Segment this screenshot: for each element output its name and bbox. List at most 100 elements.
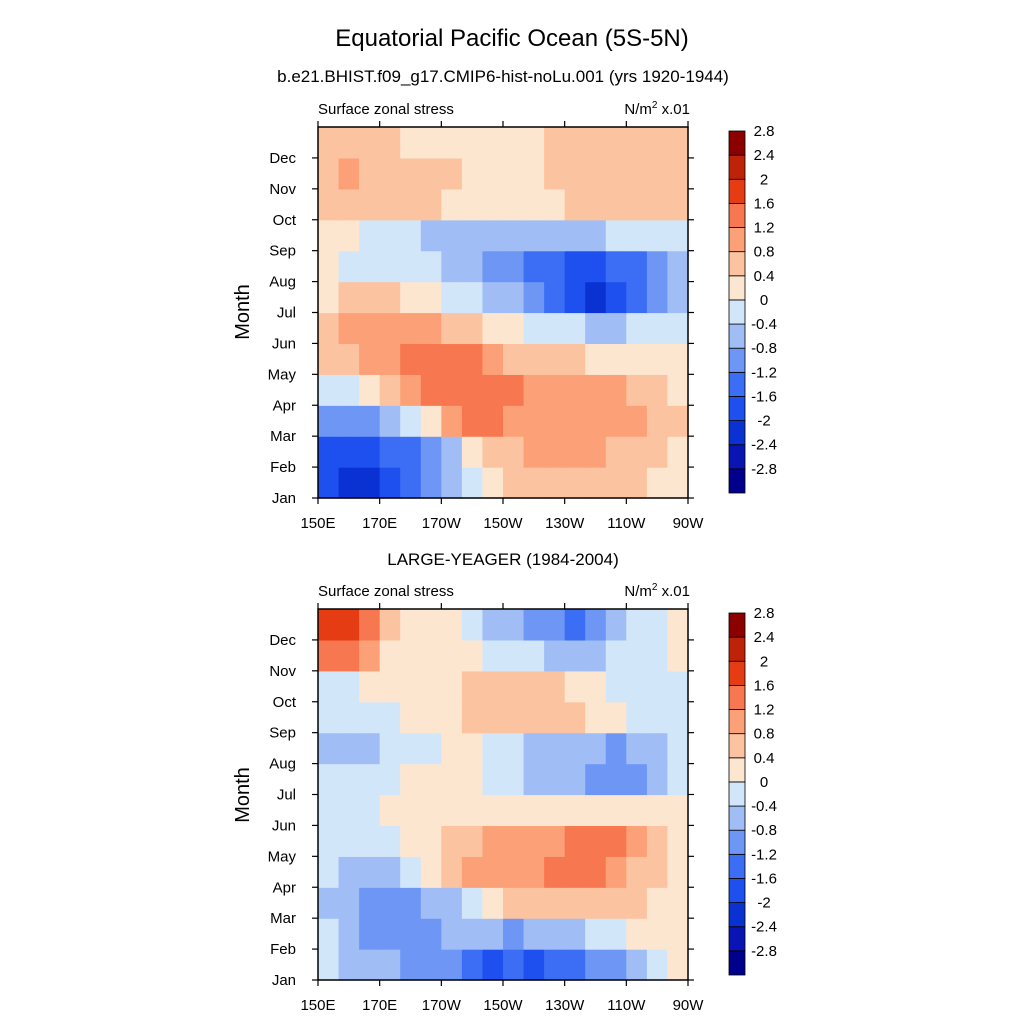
heatmap-cell	[667, 918, 689, 950]
y-tick-label: Sep	[269, 243, 296, 260]
heatmap-cell	[646, 825, 669, 857]
heatmap-cell	[667, 763, 689, 796]
heatmap-cell	[318, 250, 340, 283]
heatmap-cell	[400, 250, 422, 283]
heatmap-cell	[482, 250, 504, 283]
x-tick-label: 110W	[607, 997, 646, 1014]
colorbar-swatch	[728, 371, 746, 397]
x-tick-label: 90W	[673, 997, 705, 1014]
heatmap-cell	[523, 312, 545, 345]
heatmap-cell	[338, 639, 360, 672]
heatmap-cell	[338, 250, 360, 283]
heatmap-cell	[626, 639, 648, 672]
heatmap-cell	[523, 701, 545, 734]
heatmap-cell	[544, 374, 566, 406]
colorbar-label: -2.8	[751, 943, 777, 960]
heatmap-cell	[379, 312, 401, 345]
y-tick-label: Jan	[272, 490, 296, 507]
heatmap-cell	[564, 918, 586, 950]
heatmap-cell	[667, 250, 689, 283]
heatmap-cell	[646, 374, 669, 406]
heatmap-cell	[400, 343, 422, 375]
heatmap-cell	[523, 763, 545, 796]
heatmap-cell	[461, 281, 484, 314]
heatmap-cell	[605, 343, 627, 375]
heatmap-cell	[379, 343, 401, 375]
heatmap-cell	[503, 918, 525, 950]
heatmap-cell	[461, 763, 484, 796]
heatmap-cell	[359, 436, 381, 468]
heatmap-cell	[605, 732, 627, 765]
heatmap-cell	[441, 918, 463, 950]
heatmap-cell	[338, 701, 360, 734]
heatmap-cell	[523, 609, 545, 641]
heatmap-cell	[646, 763, 669, 796]
heatmap-cell	[482, 887, 504, 919]
colorbar-swatch	[728, 130, 746, 156]
heatmap-cell	[318, 949, 340, 981]
heatmap-cell	[441, 343, 463, 375]
heatmap-cell	[646, 794, 669, 827]
heatmap-cell	[585, 949, 607, 981]
y-tick-label: Dec	[269, 632, 296, 649]
heatmap-cell	[564, 219, 586, 252]
heatmap-cell	[667, 825, 689, 857]
heatmap-cell	[482, 188, 504, 221]
heatmap-cell	[338, 157, 360, 190]
colorbar-swatch	[728, 636, 746, 662]
heatmap-cell	[646, 343, 669, 375]
colorbar-label: -1.6	[751, 388, 777, 405]
panel-top-ylabel: Month	[232, 284, 254, 340]
heatmap-cell	[585, 467, 607, 499]
panel-bottom-units-label: N/m2 x.01	[624, 582, 690, 600]
heatmap-cell	[420, 639, 442, 672]
heatmap-cell	[564, 639, 586, 672]
heatmap-cell	[441, 219, 463, 252]
colorbar-swatch	[728, 178, 746, 204]
colorbar-swatch	[728, 805, 746, 831]
heatmap-cell	[585, 794, 607, 827]
heatmap-cell	[441, 856, 463, 888]
heatmap-cell	[667, 219, 689, 252]
heatmap-cell	[626, 127, 648, 159]
heatmap-cell	[338, 763, 360, 796]
heatmap-cell	[400, 219, 422, 252]
heatmap-cell	[400, 794, 422, 827]
heatmap-cell	[564, 343, 586, 375]
heatmap-cell	[441, 732, 463, 765]
y-tick-label: Jul	[277, 305, 296, 322]
heatmap-cell	[359, 609, 381, 641]
heatmap-cell	[379, 670, 401, 703]
heatmap-cell	[338, 188, 360, 221]
heatmap-cell	[544, 670, 566, 703]
heatmap-cell	[318, 219, 340, 252]
heatmap-cell	[441, 436, 463, 468]
heatmap-cell	[544, 609, 566, 641]
heatmap-cell	[667, 701, 689, 734]
heatmap-cell	[503, 188, 525, 221]
heatmap-cell	[667, 609, 689, 641]
heatmap-cell	[400, 312, 422, 345]
heatmap-cell	[646, 670, 669, 703]
heatmap-cell	[523, 374, 545, 406]
colorbar-label: -1.6	[751, 870, 777, 887]
heatmap-cell	[544, 763, 566, 796]
heatmap-cell	[503, 312, 525, 345]
heatmap-cell	[461, 467, 484, 499]
heatmap-cell	[318, 856, 340, 888]
heatmap-cell	[523, 887, 545, 919]
heatmap-cell	[646, 188, 669, 221]
heatmap-cell	[420, 609, 442, 641]
heatmap-cell	[503, 639, 525, 672]
heatmap-cell	[359, 670, 381, 703]
heatmap-cell	[318, 374, 340, 406]
heatmap-cell	[461, 312, 484, 345]
colorbar-swatch	[728, 275, 746, 301]
heatmap-cell	[359, 127, 381, 159]
x-tick-label: 130W	[545, 997, 585, 1014]
panel-top: Surface zonal stress N/m2 x.01 Month Jan…	[232, 100, 777, 532]
heatmap-cell	[441, 281, 463, 314]
heatmap-cell	[626, 949, 648, 981]
colorbar-label: 0.4	[754, 268, 775, 285]
heatmap-cell	[441, 887, 463, 919]
